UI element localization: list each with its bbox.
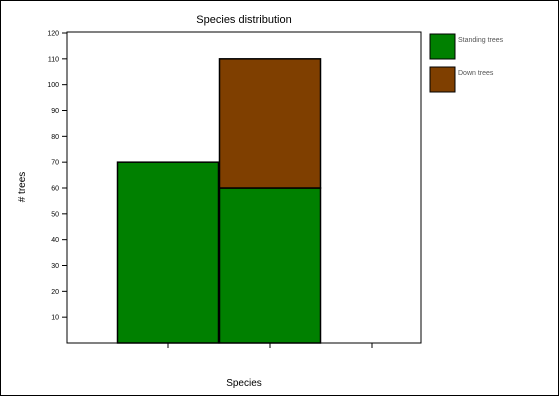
y-tick-label: 60	[51, 186, 59, 193]
y-tick-label: 80	[51, 134, 59, 141]
legend-swatch	[429, 66, 456, 93]
y-tick-label: 110	[48, 56, 59, 63]
y-tick-label: 20	[51, 289, 59, 296]
y-axis-label: # trees	[17, 172, 28, 203]
bar-down-1	[218, 58, 322, 189]
x-axis-label: Species	[226, 378, 262, 389]
bar-standing-0	[116, 161, 220, 344]
y-tick-label: 50	[51, 211, 59, 218]
plot-area-border	[66, 31, 422, 344]
y-tick-label: 70	[51, 160, 59, 167]
y-tick-label: 100	[47, 82, 59, 89]
legend-swatch	[429, 33, 456, 60]
legend-label: Down trees	[458, 70, 494, 77]
y-tick-label: 10	[51, 315, 59, 322]
y-tick-label: 90	[51, 108, 59, 115]
y-tick-label: 120	[47, 31, 59, 38]
legend: Standing trees Down trees	[429, 33, 504, 93]
y-tick-label: 30	[51, 263, 59, 270]
chart-title: Species distribution	[196, 14, 291, 26]
bar-standing-1	[218, 187, 322, 344]
y-axis: 10 20 30 40 50 60 70 80 90 100 110 120	[47, 31, 67, 322]
legend-label: Standing trees	[458, 37, 504, 44]
bars-group	[116, 58, 322, 344]
y-tick-label: 40	[51, 237, 59, 244]
